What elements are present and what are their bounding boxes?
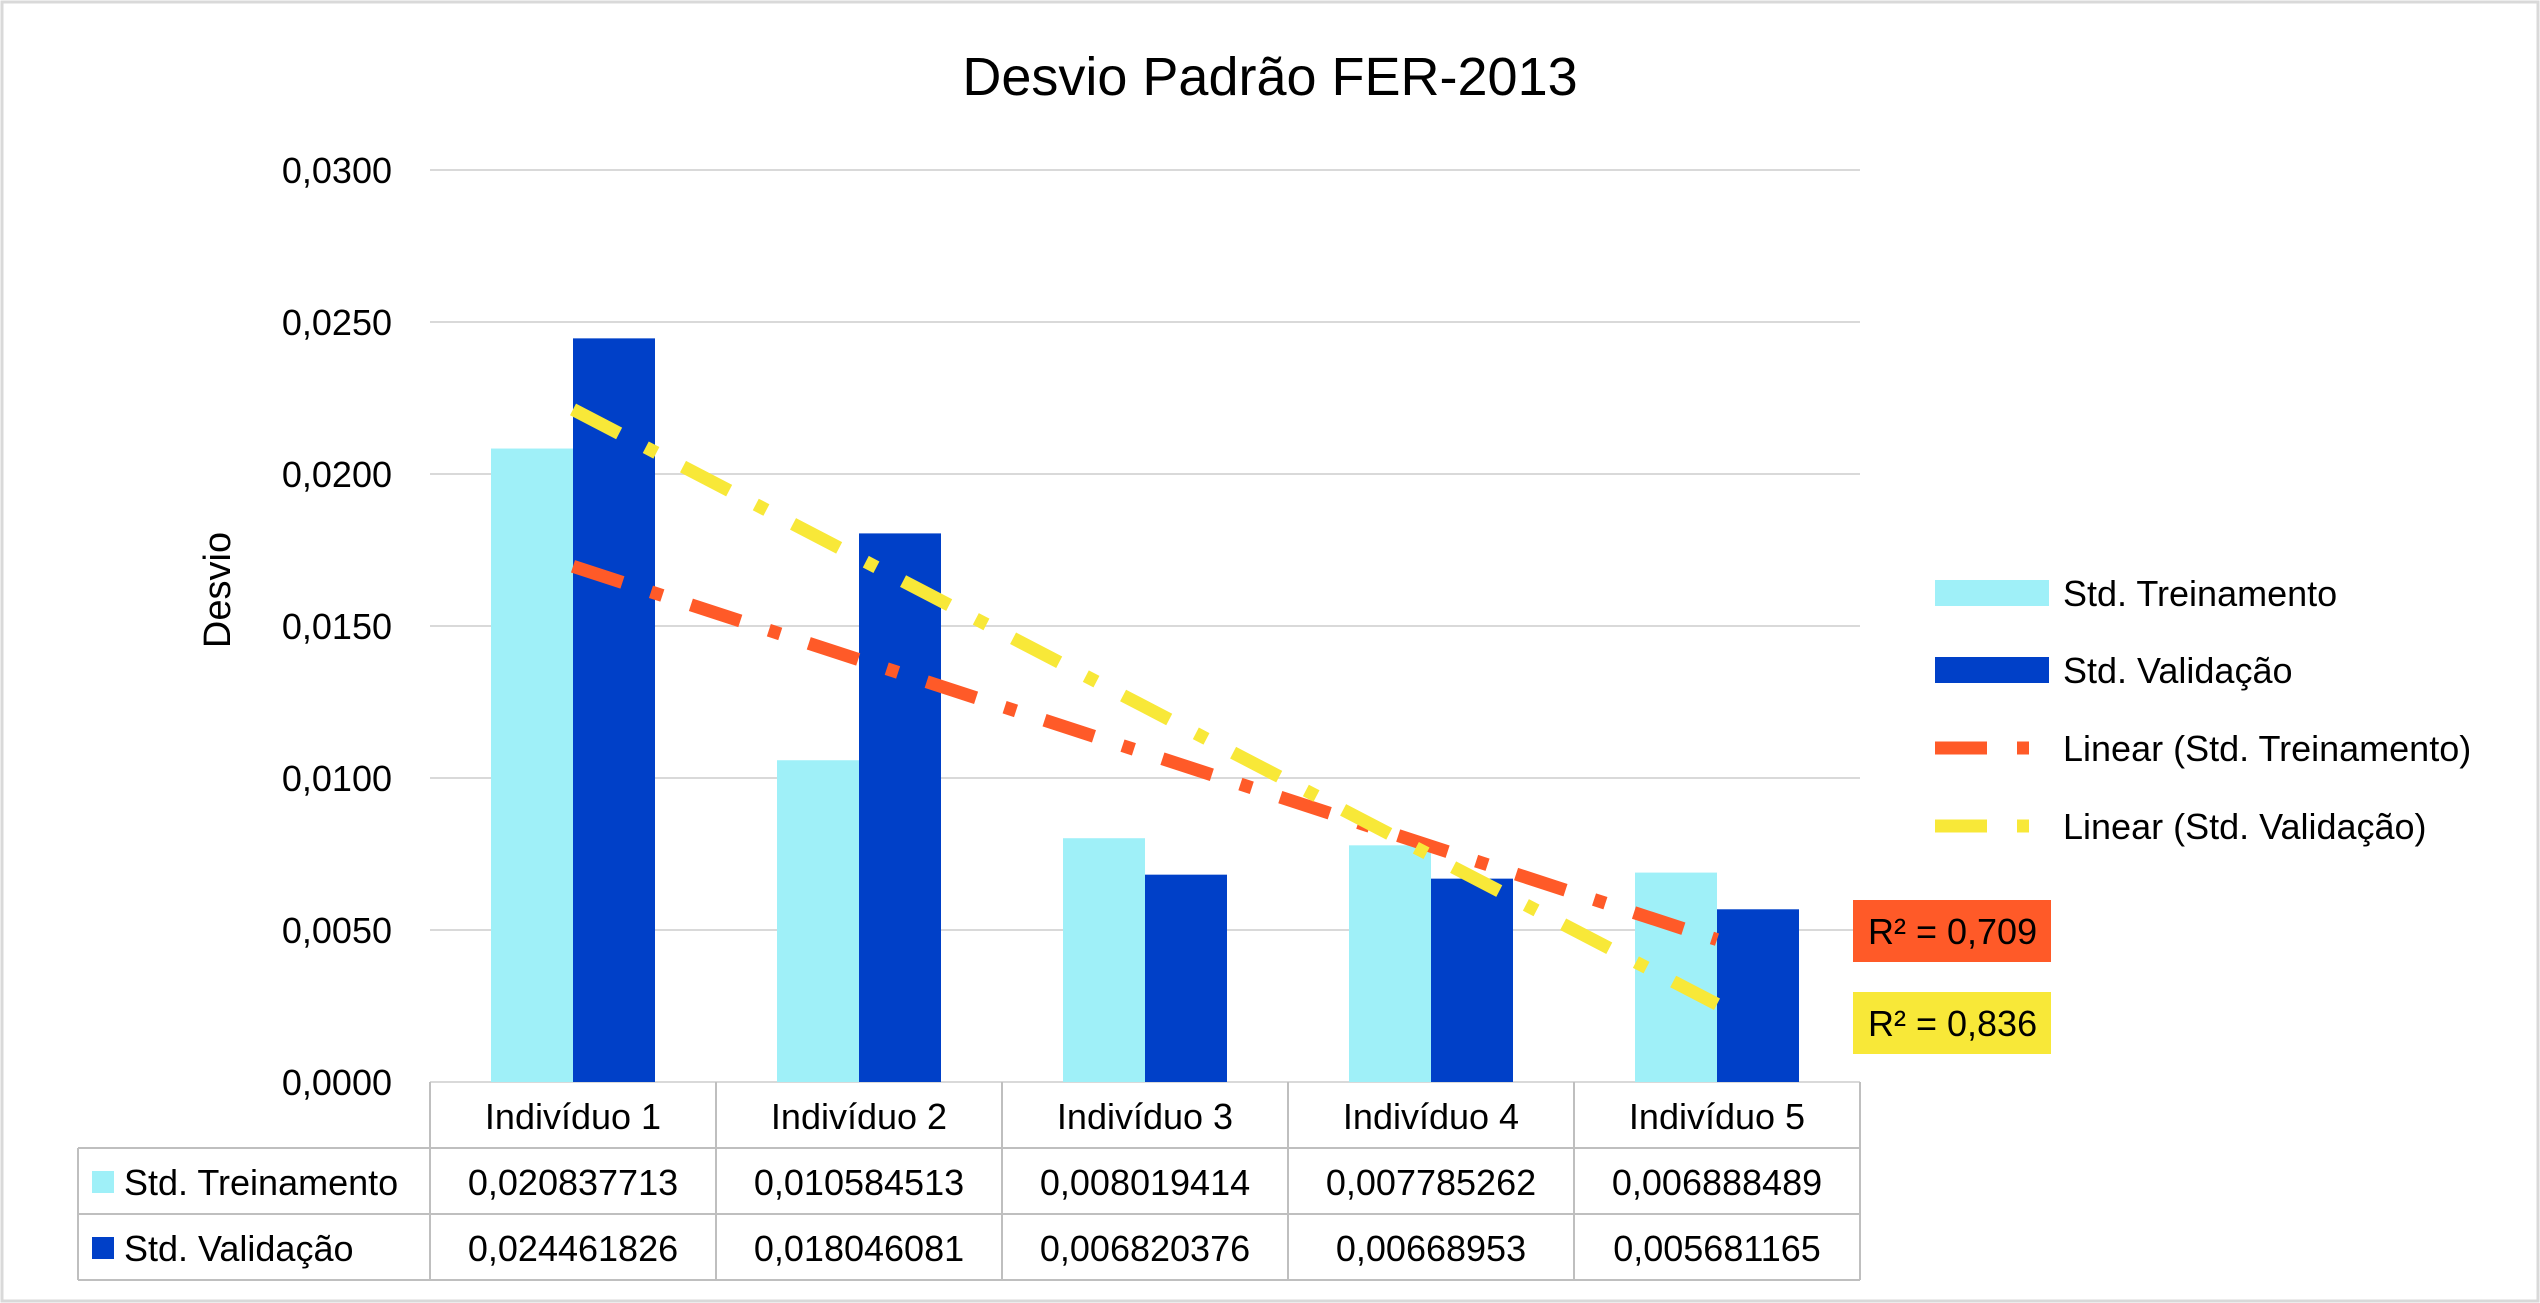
table-cell-value: 0,00668953 bbox=[1336, 1228, 1526, 1269]
y-axis-label: Desvio bbox=[197, 532, 239, 648]
bar-validacao bbox=[1431, 878, 1513, 1082]
bar-validacao bbox=[1145, 874, 1227, 1082]
bar-treinamento bbox=[491, 448, 573, 1082]
y-tick-label: 0,0150 bbox=[282, 606, 392, 647]
y-tick-label: 0,0250 bbox=[282, 302, 392, 343]
bar-validacao bbox=[1717, 909, 1799, 1082]
x-tick-label: Indivíduo 4 bbox=[1343, 1096, 1519, 1137]
legend-label: Std. Treinamento bbox=[2063, 573, 2337, 614]
r2-label: R² = 0,836 bbox=[1868, 1003, 2037, 1044]
bar-treinamento bbox=[1063, 838, 1145, 1082]
x-tick-label: Indivíduo 1 bbox=[485, 1096, 661, 1137]
x-tick-label: Indivíduo 2 bbox=[771, 1096, 947, 1137]
gridlines bbox=[430, 169, 1860, 1083]
table-cell-value: 0,006820376 bbox=[1040, 1228, 1250, 1269]
table-cell-value: 0,024461826 bbox=[468, 1228, 678, 1269]
trendline-validacao bbox=[570, 403, 1720, 1011]
bar-treinamento bbox=[777, 760, 859, 1082]
legend-swatch bbox=[1935, 580, 2049, 606]
y-tick-label: 0,0000 bbox=[282, 1062, 392, 1103]
table-cell-value: 0,007785262 bbox=[1326, 1162, 1536, 1203]
table-cell-value: 0,005681165 bbox=[1613, 1228, 1821, 1269]
table-cell-value: 0,018046081 bbox=[754, 1228, 964, 1269]
r2-box bbox=[1853, 992, 2051, 1054]
table-series-label: Std. Treinamento bbox=[124, 1162, 398, 1203]
y-tick-label: 0,0100 bbox=[282, 758, 392, 799]
legend: Std. Treinamento Std. Validação Linear (St… bbox=[1935, 573, 2471, 847]
trendline-treinamento bbox=[570, 560, 1720, 946]
bar-validacao bbox=[859, 533, 941, 1082]
r-squared-labels: R² = 0,709 R² = 0,836 bbox=[1853, 900, 2051, 1054]
bar-treinamento bbox=[1349, 845, 1431, 1082]
data-table: Indivíduo 1 Indivíduo 2 Indivíduo 3 Indivíd… bbox=[77, 1082, 1861, 1281]
legend-label: Std. Validação bbox=[2063, 650, 2292, 691]
table-legend-key bbox=[92, 1171, 114, 1193]
y-tick-label: 0,0050 bbox=[282, 910, 392, 951]
y-axis-ticks: 0,0000 0,0050 0,0100 0,0150 0,0200 0,0250 0,03… bbox=[282, 150, 392, 1103]
trendline-group bbox=[570, 403, 1720, 1011]
x-tick-label: Indivíduo 5 bbox=[1629, 1096, 1805, 1137]
legend-swatch bbox=[1935, 657, 2049, 683]
table-cell-value: 0,020837713 bbox=[468, 1162, 678, 1203]
r2-label: R² = 0,709 bbox=[1868, 911, 2037, 952]
table-series-label: Std. Validação bbox=[124, 1228, 353, 1269]
legend-label: Linear (Std. Validação) bbox=[2063, 806, 2427, 847]
y-tick-label: 0,0300 bbox=[282, 150, 392, 191]
x-tick-label: Indivíduo 3 bbox=[1057, 1096, 1233, 1137]
bar-group bbox=[491, 338, 1799, 1083]
table-legend-key bbox=[92, 1237, 114, 1259]
r2-box bbox=[1853, 900, 2051, 962]
y-tick-label: 0,0200 bbox=[282, 454, 392, 495]
table-cell-value: 0,010584513 bbox=[754, 1162, 964, 1203]
legend-label: Linear (Std. Treinamento) bbox=[2063, 728, 2471, 769]
bar-validacao bbox=[573, 338, 655, 1083]
chart-title: Desvio Padrão FER-2013 bbox=[962, 47, 1577, 107]
table-cell-value: 0,008019414 bbox=[1040, 1162, 1250, 1203]
table-cell-value: 0,006888489 bbox=[1612, 1162, 1822, 1203]
